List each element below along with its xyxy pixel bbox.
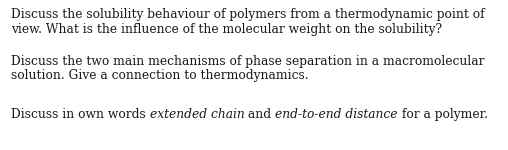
Text: and: and	[244, 108, 275, 121]
Text: extended chain: extended chain	[150, 108, 244, 121]
Text: solution. Give a connection to thermodynamics.: solution. Give a connection to thermodyn…	[11, 69, 309, 82]
Text: for a polymer.: for a polymer.	[398, 108, 488, 121]
Text: view. What is the influence of the molecular weight on the solubility?: view. What is the influence of the molec…	[11, 22, 442, 36]
Text: Discuss in own words: Discuss in own words	[11, 108, 150, 121]
Text: Discuss the solubility behaviour of polymers from a thermodynamic point of: Discuss the solubility behaviour of poly…	[11, 8, 485, 21]
Text: Discuss the two main mechanisms of phase separation in a macromolecular: Discuss the two main mechanisms of phase…	[11, 55, 485, 68]
Text: end-to-end distance: end-to-end distance	[275, 108, 398, 121]
